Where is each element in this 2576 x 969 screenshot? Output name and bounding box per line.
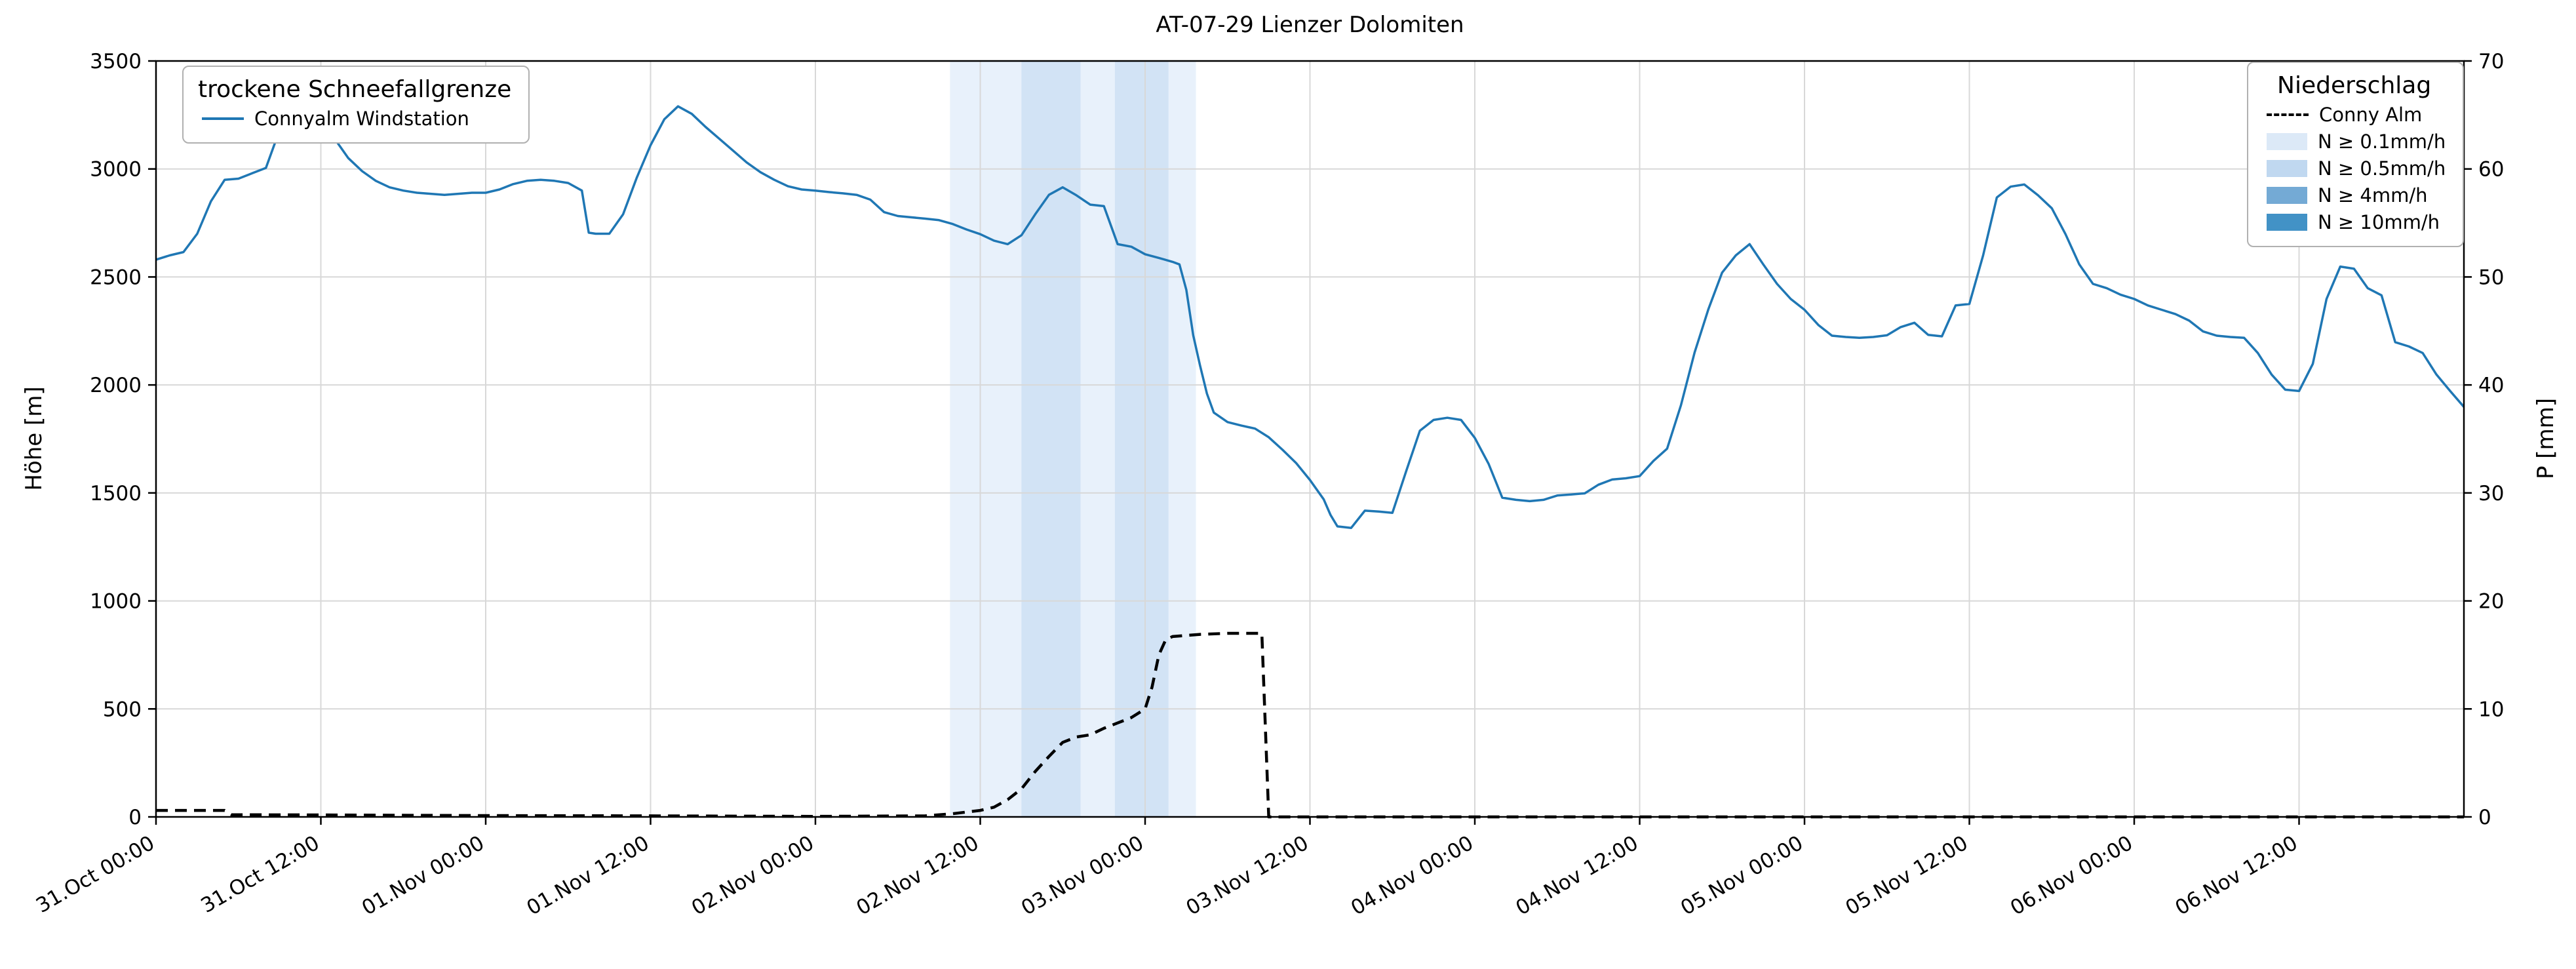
legend-line-sample bbox=[202, 117, 244, 120]
legend-snowline: trockene Schneefallgrenze Connyalm Winds… bbox=[182, 66, 530, 144]
y-right-tick-label: 20 bbox=[2478, 590, 2504, 614]
y-right-tick-label: 50 bbox=[2478, 266, 2504, 289]
legend-entry-label: N ≥ 4mm/h bbox=[2318, 184, 2428, 207]
legend-color-patch bbox=[2267, 214, 2307, 231]
precip-band bbox=[1021, 61, 1081, 817]
precip-band bbox=[1114, 61, 1169, 817]
legend-precip: Niederschlag Conny Alm N ≥ 0.1mm/h N ≥ 0.5… bbox=[2247, 62, 2465, 247]
legend-color-patch bbox=[2267, 133, 2307, 150]
snowline-series bbox=[155, 68, 2465, 529]
y-left-tick-label: 1500 bbox=[90, 482, 142, 505]
y-axis-label-left: Höhe [m] bbox=[21, 386, 47, 491]
y-right-tick-label: 40 bbox=[2478, 374, 2504, 397]
y-right-tick-label: 60 bbox=[2478, 158, 2504, 182]
legend-entry: Conny Alm bbox=[2267, 104, 2446, 126]
legend-entry: N ≥ 0.5mm/h bbox=[2267, 157, 2446, 180]
legend-color-patch bbox=[2267, 160, 2307, 177]
legend-entry: N ≥ 10mm/h bbox=[2267, 211, 2446, 233]
y-left-tick-label: 0 bbox=[128, 806, 142, 829]
y-left-tick-label: 3500 bbox=[90, 50, 142, 73]
y-left-tick-label: 1000 bbox=[90, 590, 142, 614]
y-left-tick-label: 2000 bbox=[90, 374, 142, 397]
chart-title: AT-07-29 Lienzer Dolomiten bbox=[1156, 12, 1464, 38]
legend-entry-label: Connyalm Windstation bbox=[254, 108, 469, 130]
legend-dashed-line-sample bbox=[2267, 113, 2309, 116]
legend-color-patch bbox=[2267, 187, 2307, 204]
y-right-tick-label: 30 bbox=[2478, 482, 2504, 505]
y-right-tick-label: 70 bbox=[2478, 50, 2504, 73]
y-left-tick-label: 2500 bbox=[90, 266, 142, 289]
legend-entry-label: N ≥ 0.5mm/h bbox=[2318, 157, 2446, 180]
legend-entry: N ≥ 0.1mm/h bbox=[2267, 130, 2446, 153]
legend-entry: N ≥ 4mm/h bbox=[2267, 184, 2446, 207]
y-axis-label-right: P [mm] bbox=[2533, 397, 2559, 480]
legend-precip-title: Niederschlag bbox=[2277, 72, 2432, 99]
y-left-tick-label: 500 bbox=[103, 698, 142, 721]
legend-entry-label: N ≥ 10mm/h bbox=[2318, 211, 2440, 233]
legend-snowline-title: trockene Schneefallgrenze bbox=[198, 76, 512, 103]
legend-entry: Connyalm Windstation bbox=[202, 108, 511, 130]
y-right-tick-label: 10 bbox=[2478, 698, 2504, 721]
legend-entry-label: Conny Alm bbox=[2319, 104, 2423, 126]
y-right-tick-label: 0 bbox=[2478, 806, 2491, 829]
y-left-tick-label: 3000 bbox=[90, 158, 142, 182]
legend-entry-label: N ≥ 0.1mm/h bbox=[2318, 130, 2446, 153]
legend-snowline-entries: Connyalm Windstation bbox=[198, 108, 511, 130]
legend-precip-entries: Conny Alm N ≥ 0.1mm/h N ≥ 0.5mm/h N ≥ 4mm/h… bbox=[2263, 104, 2446, 233]
